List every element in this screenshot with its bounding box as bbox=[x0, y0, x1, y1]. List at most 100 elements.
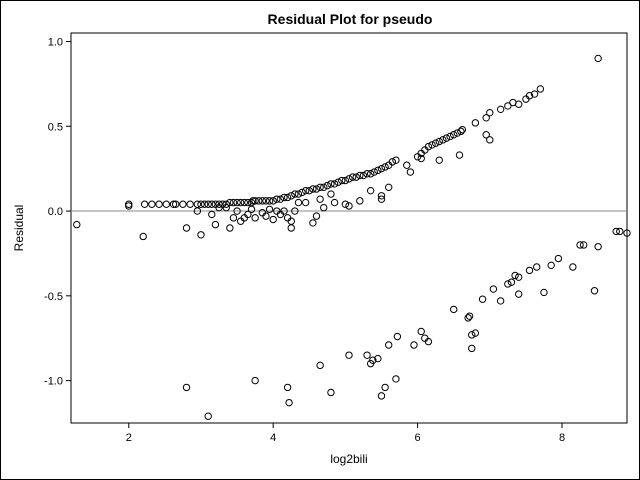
data-point bbox=[320, 183, 328, 192]
data-point bbox=[320, 203, 328, 212]
data-point bbox=[514, 290, 523, 298]
data-point bbox=[458, 125, 467, 134]
data-point bbox=[182, 383, 191, 392]
data-point bbox=[162, 200, 171, 208]
data-point bbox=[197, 231, 205, 239]
data-point bbox=[496, 105, 505, 114]
data-point bbox=[576, 241, 584, 249]
data-point bbox=[327, 388, 335, 397]
data-point bbox=[455, 151, 464, 159]
x-tick-label: 2 bbox=[126, 432, 132, 444]
data-point bbox=[273, 195, 281, 203]
data-point bbox=[338, 176, 346, 185]
data-point bbox=[200, 200, 209, 208]
data-point bbox=[330, 180, 339, 188]
data-point bbox=[229, 214, 238, 222]
data-point bbox=[464, 314, 472, 322]
data-point bbox=[439, 136, 447, 144]
data-point bbox=[345, 175, 353, 183]
x-tick-label: 8 bbox=[559, 432, 565, 444]
data-point bbox=[403, 161, 411, 169]
data-point bbox=[169, 200, 178, 208]
data-point bbox=[496, 297, 505, 305]
data-point bbox=[301, 198, 310, 207]
data-point bbox=[287, 192, 295, 200]
plot-area bbox=[70, 32, 628, 424]
data-point bbox=[236, 198, 245, 207]
data-point bbox=[377, 392, 386, 400]
data-point bbox=[269, 215, 277, 224]
data-point bbox=[182, 224, 191, 232]
data-point bbox=[406, 168, 415, 176]
data-point bbox=[359, 171, 368, 180]
data-point bbox=[179, 200, 187, 208]
data-point bbox=[316, 361, 324, 370]
data-point bbox=[612, 227, 620, 236]
data-point bbox=[417, 154, 425, 163]
data-point bbox=[450, 305, 458, 314]
data-point bbox=[283, 193, 292, 202]
data-point bbox=[623, 229, 631, 237]
data-point bbox=[424, 142, 433, 151]
data-point bbox=[233, 207, 241, 215]
data-point bbox=[73, 220, 81, 229]
data-point bbox=[233, 198, 241, 207]
data-point bbox=[482, 114, 490, 122]
data-point bbox=[381, 163, 389, 171]
data-point bbox=[446, 132, 454, 141]
data-point bbox=[533, 263, 541, 271]
data-point bbox=[547, 261, 555, 270]
data-point bbox=[385, 341, 393, 349]
data-point bbox=[334, 178, 342, 186]
data-point bbox=[486, 136, 494, 144]
data-point bbox=[247, 205, 256, 214]
data-point bbox=[226, 224, 234, 232]
y-tick-label: 0.5 bbox=[48, 121, 63, 133]
data-point bbox=[197, 200, 205, 208]
data-point bbox=[301, 186, 310, 195]
data-point bbox=[435, 137, 443, 146]
data-point bbox=[504, 102, 512, 110]
data-point bbox=[453, 129, 462, 137]
data-point bbox=[363, 351, 371, 359]
data-point bbox=[428, 141, 436, 149]
data-point bbox=[366, 186, 375, 195]
data-point bbox=[280, 193, 288, 202]
data-point bbox=[392, 375, 400, 383]
y-tick-label: 1.0 bbox=[48, 36, 63, 48]
data-point bbox=[345, 202, 353, 210]
data-point bbox=[265, 197, 274, 205]
data-point bbox=[468, 331, 476, 339]
data-point bbox=[377, 192, 386, 200]
data-point bbox=[594, 242, 602, 251]
data-point bbox=[356, 197, 364, 205]
data-point bbox=[327, 180, 335, 188]
data-point bbox=[298, 188, 306, 197]
data-point bbox=[511, 271, 519, 280]
data-point bbox=[569, 263, 577, 271]
data-point bbox=[172, 200, 180, 208]
data-point bbox=[125, 202, 133, 210]
data-point bbox=[215, 203, 223, 212]
y-axis-label: Residual bbox=[12, 205, 26, 252]
data-point bbox=[514, 273, 523, 281]
data-point bbox=[285, 398, 293, 407]
data-point bbox=[370, 168, 378, 176]
data-point bbox=[226, 198, 234, 207]
data-point bbox=[251, 376, 259, 385]
data-point bbox=[215, 200, 223, 208]
data-point bbox=[392, 156, 400, 164]
data-point bbox=[269, 197, 277, 205]
data-point bbox=[486, 108, 494, 117]
data-point bbox=[471, 119, 480, 127]
data-point bbox=[204, 412, 212, 420]
data-point bbox=[287, 224, 295, 232]
data-point bbox=[514, 100, 523, 108]
x-axis-label: log2bili bbox=[330, 452, 367, 466]
x-tick-label: 4 bbox=[270, 432, 276, 444]
data-point bbox=[222, 203, 230, 212]
data-point bbox=[305, 186, 313, 195]
data-point bbox=[385, 183, 393, 192]
data-point bbox=[258, 197, 267, 205]
